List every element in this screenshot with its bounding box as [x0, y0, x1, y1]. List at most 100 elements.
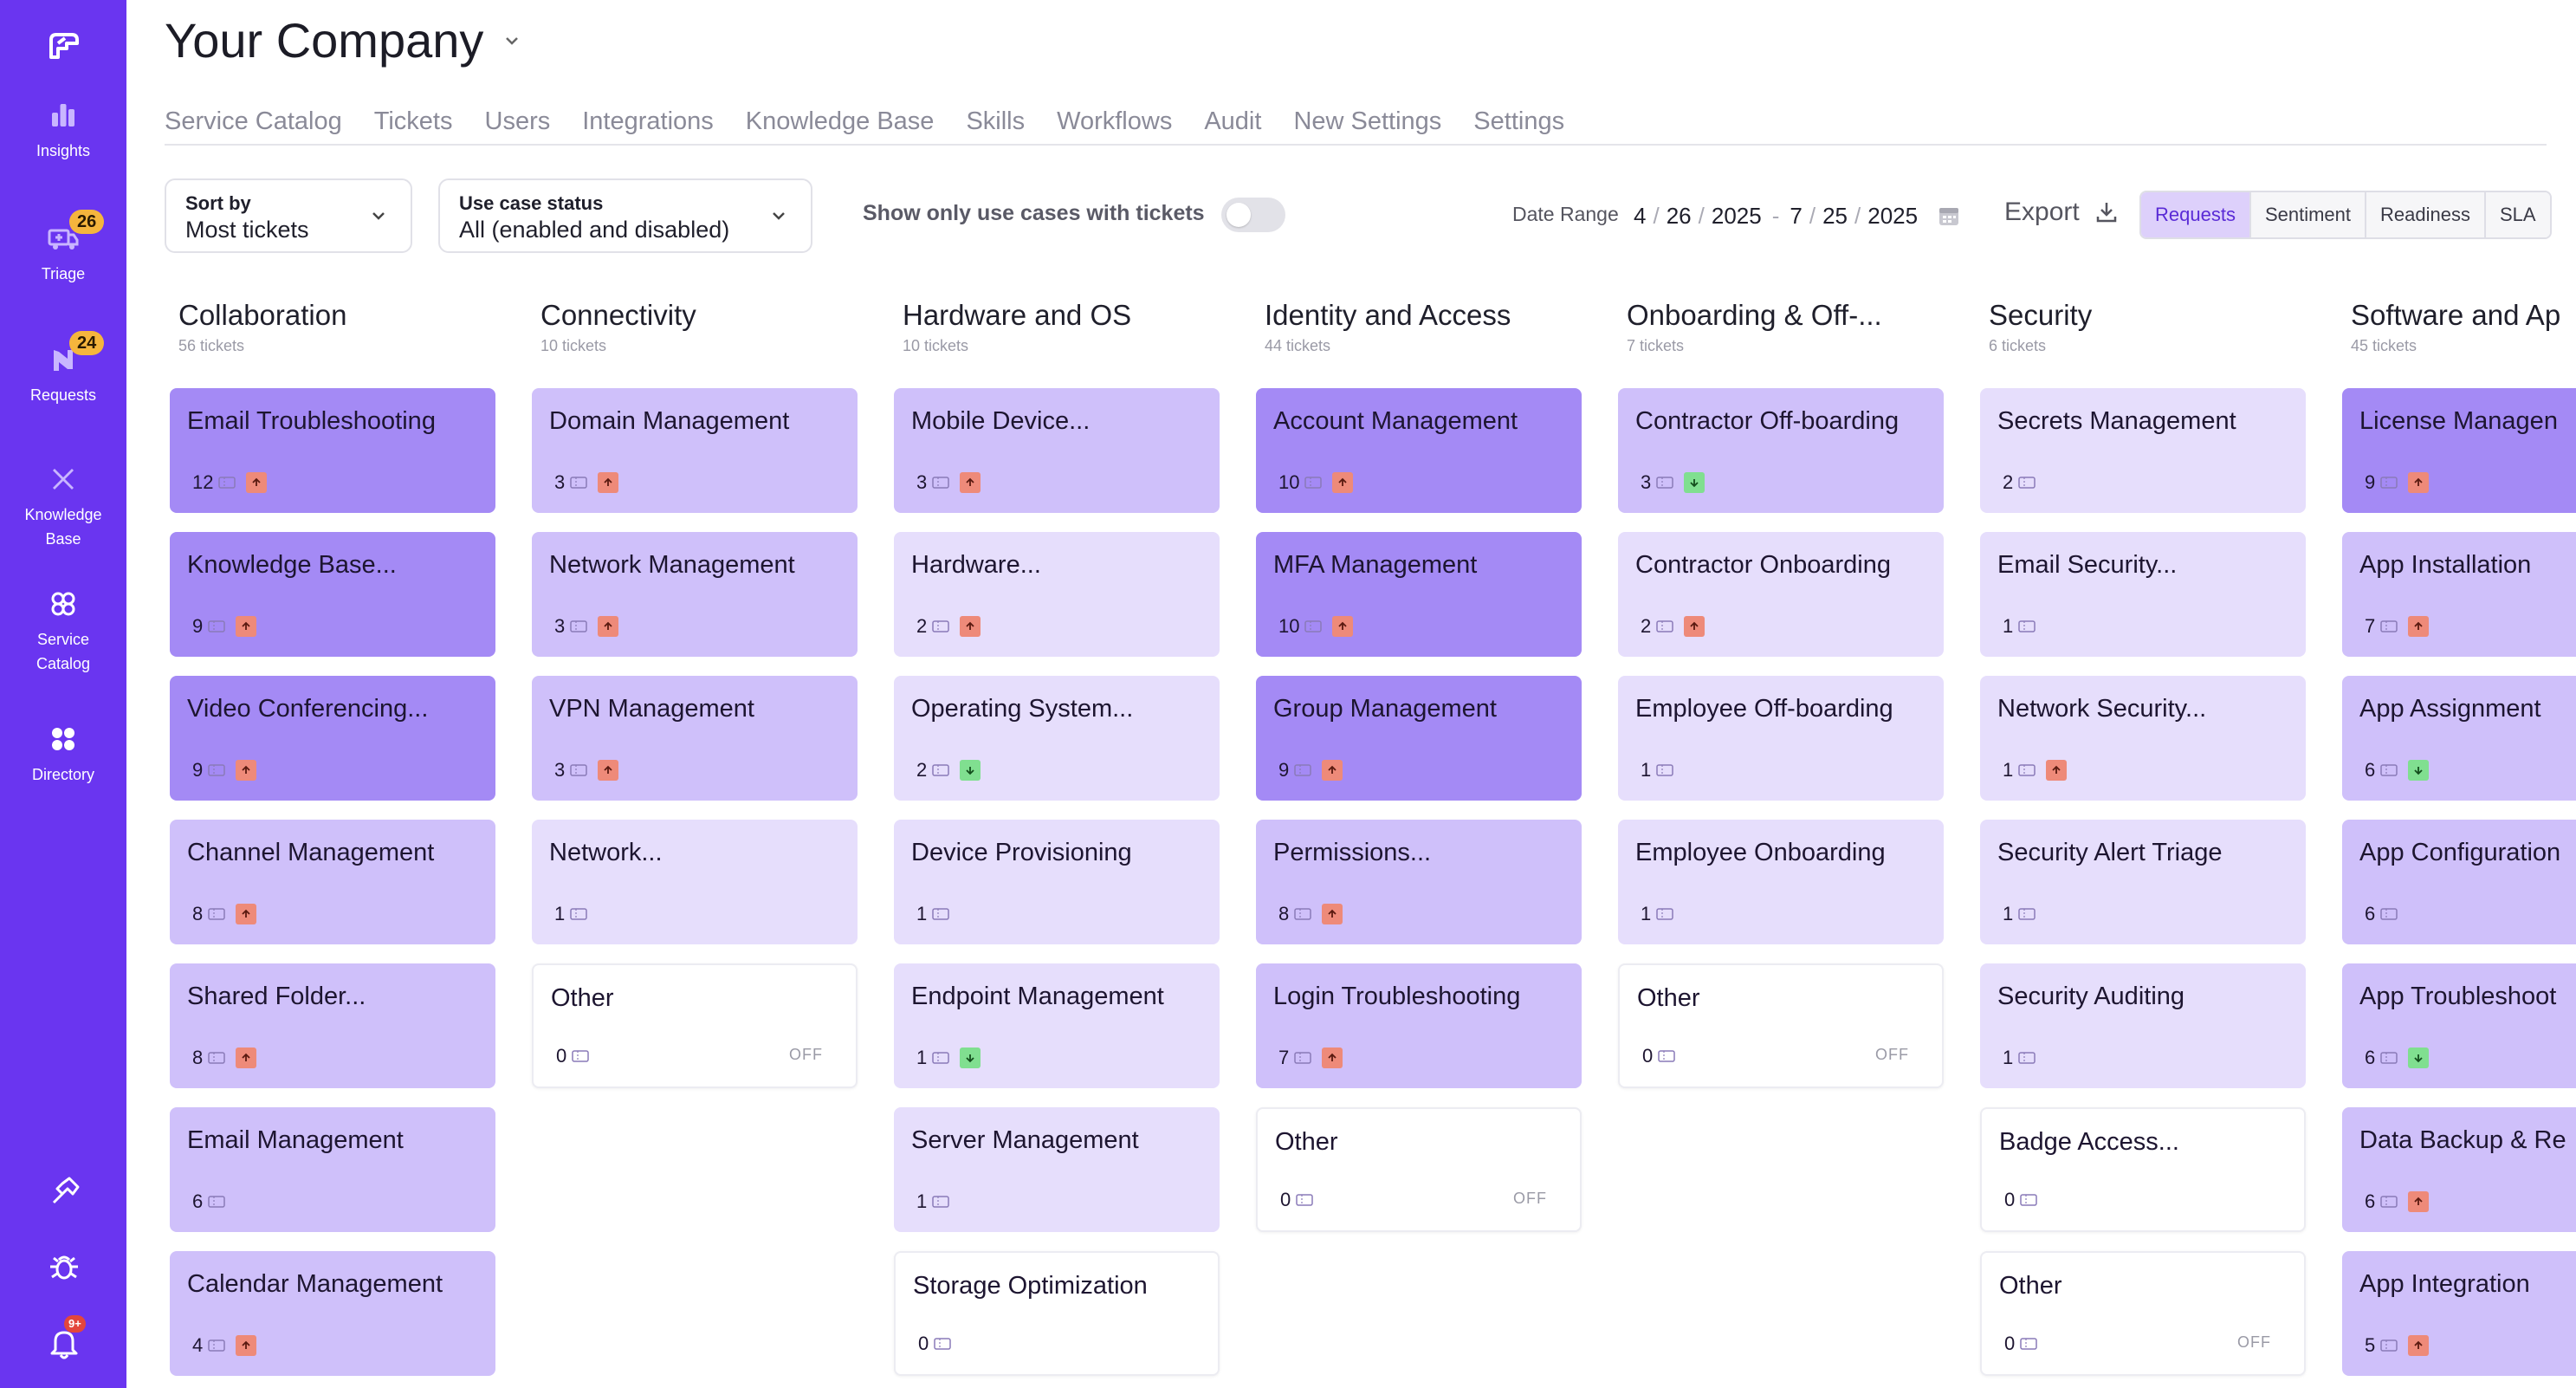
use-case-title: Permissions... [1273, 839, 1432, 866]
sort-select[interactable]: Sort by Most tickets [165, 178, 412, 253]
use-case-card[interactable]: Knowledge Base... 9 [170, 532, 495, 657]
use-case-card[interactable]: Data Backup & Re 6 [2342, 1107, 2576, 1232]
view-readiness[interactable]: Readiness [2365, 192, 2484, 237]
use-case-card[interactable]: Other 0 OFF [1618, 963, 1944, 1088]
tab-skills[interactable]: Skills [966, 107, 1026, 135]
use-case-card[interactable]: Email Security... 1 [1980, 532, 2306, 657]
sidebar-item-requests[interactable]: 24 Requests [0, 331, 126, 407]
logo-icon[interactable] [46, 28, 82, 64]
use-case-card[interactable]: Badge Access... 0 [1980, 1107, 2306, 1232]
tab-audit[interactable]: Audit [1204, 107, 1262, 135]
use-case-card[interactable]: Email Management 6 [170, 1107, 495, 1232]
use-case-card[interactable]: Group Management 9 [1256, 676, 1582, 801]
use-case-card[interactable]: Mobile Device... 3 [894, 388, 1220, 513]
ticket-icon [208, 908, 225, 920]
use-case-card[interactable]: Channel Management 8 [170, 820, 495, 944]
ticket-icon [2380, 1052, 2398, 1064]
use-case-card[interactable]: Network Security... 1 [1980, 676, 2306, 801]
use-case-card[interactable]: Domain Management 3 [532, 388, 858, 513]
use-case-card[interactable]: Security Alert Triage 1 [1980, 820, 2306, 944]
start-year[interactable]: 2025 [1711, 202, 1762, 229]
use-case-card[interactable]: Secrets Management 2 [1980, 388, 2306, 513]
use-case-card[interactable]: Contractor Off-boarding 3 [1618, 388, 1944, 513]
use-case-card[interactable]: Other 0 OFF [1256, 1107, 1582, 1232]
use-case-card[interactable]: Security Auditing 1 [1980, 963, 2306, 1088]
use-case-card[interactable]: App Installation 7 [2342, 532, 2576, 657]
start-month[interactable]: 4 [1634, 202, 1647, 229]
use-case-card[interactable]: Endpoint Management 1 [894, 963, 1220, 1088]
use-case-card[interactable]: Storage Optimization 0 [894, 1251, 1220, 1376]
tab-users[interactable]: Users [484, 107, 551, 135]
use-case-card[interactable]: MFA Management 10 [1256, 532, 1582, 657]
tab-tickets[interactable]: Tickets [373, 107, 453, 135]
sidebar-item-service-catalog[interactable]: Service Catalog [0, 587, 126, 676]
use-case-card[interactable]: App Integration 5 [2342, 1251, 2576, 1376]
date-range-picker[interactable]: 4/ 26/ 2025 - 7/ 25/ 2025 [1634, 194, 1961, 237]
use-case-card[interactable]: Device Provisioning 1 [894, 820, 1220, 944]
use-case-card[interactable]: Contractor Onboarding 2 [1618, 532, 1944, 657]
sidebar-item-triage[interactable]: 26 Triage [0, 210, 126, 286]
tab-workflows[interactable]: Workflows [1057, 107, 1173, 135]
ticket-icon [2020, 1338, 2037, 1350]
export-button[interactable]: Export [2004, 198, 2120, 227]
tab-service-catalog[interactable]: Service Catalog [165, 107, 342, 135]
sidebar-item-insights[interactable]: Insights [0, 99, 126, 163]
ticket-icon [932, 620, 949, 632]
use-case-stats: 9 [2365, 471, 2430, 494]
use-case-stats: 5 [2365, 1334, 2430, 1357]
tab-knowledge-base[interactable]: Knowledge Base [745, 107, 935, 135]
view-sentiment[interactable]: Sentiment [2249, 192, 2366, 237]
use-case-card[interactable]: Server Management 1 [894, 1107, 1220, 1232]
use-case-card[interactable]: Other 0 OFF [1980, 1251, 2306, 1376]
use-case-title: Contractor Onboarding [1635, 551, 1891, 579]
category-ticket-count: 44 tickets [1265, 337, 1331, 354]
sidebar-item-knowledge-base[interactable]: Knowledge Base [0, 463, 126, 551]
use-case-card[interactable]: App Configuration 6 [2342, 820, 2576, 944]
use-case-title: Other [1999, 1272, 2062, 1300]
ticket-count: 9 [2365, 471, 2376, 493]
use-case-card[interactable]: Login Troubleshooting 7 [1256, 963, 1582, 1088]
use-case-card[interactable]: Other 0 OFF [532, 963, 858, 1088]
tab-new-settings[interactable]: New Settings [1293, 107, 1442, 135]
end-day[interactable]: 25 [1822, 202, 1848, 229]
company-name: Your Company [165, 13, 484, 68]
ticket-count: 3 [1641, 471, 1652, 493]
use-case-card[interactable]: App Troubleshoot 6 [2342, 963, 2576, 1088]
end-month[interactable]: 7 [1790, 202, 1803, 229]
use-case-card[interactable]: Employee Onboarding 1 [1618, 820, 1944, 944]
use-case-status-select[interactable]: Use case status All (enabled and disable… [438, 178, 812, 253]
ticket-count: 6 [2365, 1190, 2376, 1212]
use-case-card[interactable]: Video Conferencing... 9 [170, 676, 495, 801]
use-case-card[interactable]: Calendar Management 4 [170, 1251, 495, 1376]
use-case-stats: 1 [554, 903, 587, 925]
use-case-card[interactable]: Shared Folder... 8 [170, 963, 495, 1088]
use-case-title: Knowledge Base... [187, 551, 397, 579]
use-case-card[interactable]: Network Management 3 [532, 532, 858, 657]
end-year[interactable]: 2025 [1867, 202, 1919, 229]
view-sla[interactable]: SLA [2483, 192, 2550, 237]
use-case-card[interactable]: License Managen 9 [2342, 388, 2576, 513]
notifications-button[interactable]: 9+ [47, 1315, 86, 1360]
view-requests[interactable]: Requests [2141, 192, 2249, 237]
use-case-card[interactable]: Network... 1 [532, 820, 858, 944]
chevron-down-icon [506, 36, 519, 45]
use-case-card[interactable]: App Assignment 6 [2342, 676, 2576, 801]
tab-integrations[interactable]: Integrations [582, 107, 714, 135]
use-case-card[interactable]: Account Management 10 [1256, 388, 1582, 513]
sidebar-item-directory[interactable]: Directory [0, 723, 126, 787]
start-day[interactable]: 26 [1666, 202, 1692, 229]
use-case-card[interactable]: Permissions... 8 [1256, 820, 1582, 944]
calendar-icon[interactable] [1937, 204, 1961, 228]
tickets-only-toggle[interactable] [1221, 198, 1285, 232]
use-case-card[interactable]: Hardware... 2 [894, 532, 1220, 657]
company-switcher[interactable]: Your Company [165, 12, 521, 68]
bug-icon[interactable] [47, 1249, 81, 1284]
use-case-card[interactable]: VPN Management 3 [532, 676, 858, 801]
use-case-card[interactable]: Employee Off-boarding 1 [1618, 676, 1944, 801]
status-label: Use case status [459, 192, 604, 214]
use-case-card[interactable]: Operating System... 2 [894, 676, 1220, 801]
hammer-icon[interactable] [47, 1175, 81, 1210]
use-case-card[interactable]: Email Troubleshooting 12 [170, 388, 495, 513]
tab-settings[interactable]: Settings [1473, 107, 1565, 135]
trend-up-icon [236, 904, 257, 924]
